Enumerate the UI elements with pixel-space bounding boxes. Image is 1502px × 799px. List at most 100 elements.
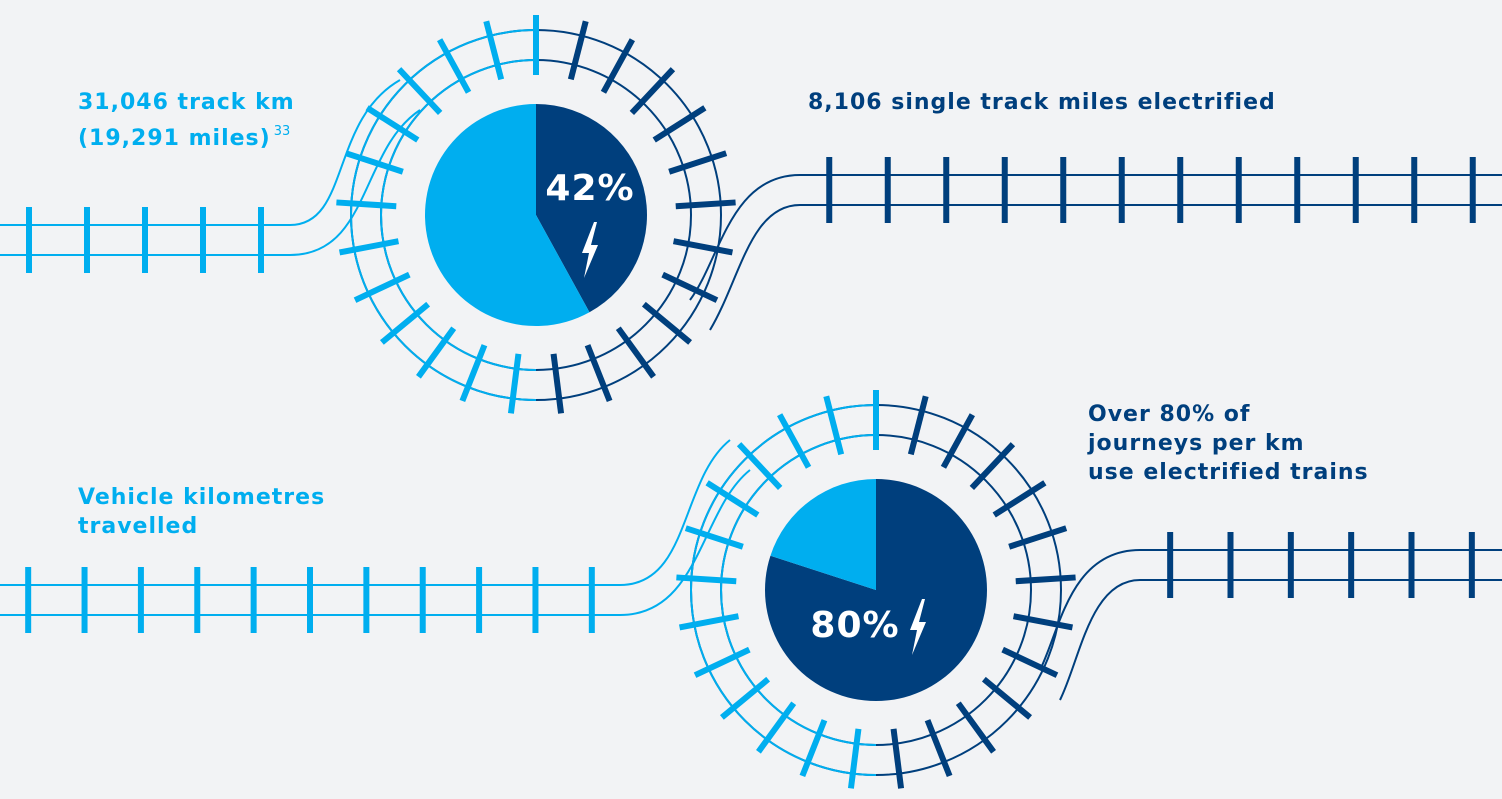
rail [380, 59, 537, 371]
sleeper [1118, 157, 1125, 223]
sleeper [676, 574, 737, 585]
rail [1039, 549, 1141, 671]
sleeper [584, 344, 613, 403]
sleeper [826, 157, 833, 223]
sleeper [353, 271, 411, 303]
sleeper [955, 701, 996, 754]
sleeper [823, 395, 845, 456]
sleeper [1352, 157, 1359, 223]
value-label: 42% [545, 168, 634, 209]
sleeper [437, 38, 472, 94]
sleeper [600, 38, 635, 94]
category-text: 8,106 single track miles electrified [808, 90, 1276, 115]
pie-slice [770, 479, 876, 590]
sleeper [137, 567, 144, 633]
sleeper [365, 105, 420, 143]
sleeper [641, 301, 693, 345]
sleeper [336, 199, 397, 210]
sleeper [142, 207, 148, 273]
sleeper [567, 20, 589, 81]
footnote-ref: 33 [273, 124, 291, 139]
category-text: Over 80% of journeys per km use electrif… [1088, 402, 1369, 485]
sleeper [307, 567, 313, 633]
rail [619, 469, 751, 616]
category-label: Vehicle kilometres travelled [78, 483, 325, 541]
bolt-icon [582, 222, 598, 278]
pie-slice [536, 104, 648, 313]
rail [720, 434, 877, 746]
sleeper [1287, 532, 1294, 598]
sleeper [907, 395, 929, 456]
sleeper [200, 207, 206, 273]
sleeper [719, 676, 771, 720]
sleeper [1177, 157, 1184, 223]
sleeper [84, 207, 90, 273]
sleeper [981, 676, 1033, 720]
sleeper [615, 326, 656, 379]
category-label: Over 80% of journeys per km use electrif… [1088, 400, 1369, 487]
rail [350, 29, 537, 401]
rail [709, 204, 801, 331]
sleeper [799, 719, 828, 778]
sleeper [1012, 613, 1074, 631]
sleeper [338, 238, 400, 256]
sleeper [344, 150, 404, 175]
category-text: Vehicle kilometres travelled [78, 485, 326, 539]
sleeper [777, 413, 812, 469]
sleeper [1411, 157, 1418, 223]
sleeper [459, 344, 488, 403]
sleeper [1008, 525, 1068, 550]
sleeper [416, 326, 457, 379]
category-label: 8,106 single track miles electrified [808, 88, 1276, 117]
sleeper [1348, 532, 1355, 598]
sleeper [550, 353, 565, 414]
sleeper [684, 525, 744, 550]
sleeper [379, 301, 431, 345]
sleeper [672, 238, 734, 256]
sleeper [363, 567, 370, 633]
sleeper [736, 442, 783, 490]
sleeper [194, 567, 201, 633]
sleeper [258, 207, 264, 273]
sleeper [81, 567, 88, 633]
sleeper [507, 353, 522, 414]
sleeper [652, 105, 707, 143]
sleeper [924, 719, 953, 778]
sleeper [1468, 532, 1475, 598]
sleeper [678, 613, 740, 631]
sleeper [890, 728, 905, 789]
sleeper [588, 567, 595, 633]
sleeper [705, 480, 760, 518]
sleeper [483, 20, 505, 81]
sleeper [1294, 157, 1301, 223]
sleeper [1060, 157, 1067, 223]
rail [619, 439, 731, 586]
sleeper [250, 567, 257, 633]
sleeper [943, 157, 950, 223]
sleeper [476, 567, 483, 633]
sleeper [1167, 532, 1174, 598]
rail [690, 404, 877, 776]
sleeper [26, 207, 32, 273]
value-label: 80% [810, 605, 899, 646]
sleeper [884, 157, 891, 223]
sleeper [940, 413, 975, 469]
sleeper [661, 271, 719, 303]
sleeper [992, 480, 1047, 518]
sleeper [419, 567, 426, 633]
sleeper [1235, 157, 1242, 223]
sleeper [847, 728, 862, 789]
sleeper [629, 67, 676, 115]
category-label: 31,046 track km (19,291 miles) 33 [78, 88, 295, 153]
sleeper [532, 567, 539, 633]
bolt-icon [910, 599, 926, 655]
sleeper [756, 701, 797, 754]
rail [689, 174, 801, 301]
sleeper [396, 67, 443, 115]
sleeper [1469, 157, 1476, 223]
sleeper [675, 199, 736, 210]
sleeper [693, 646, 751, 678]
sleeper [1001, 157, 1008, 223]
